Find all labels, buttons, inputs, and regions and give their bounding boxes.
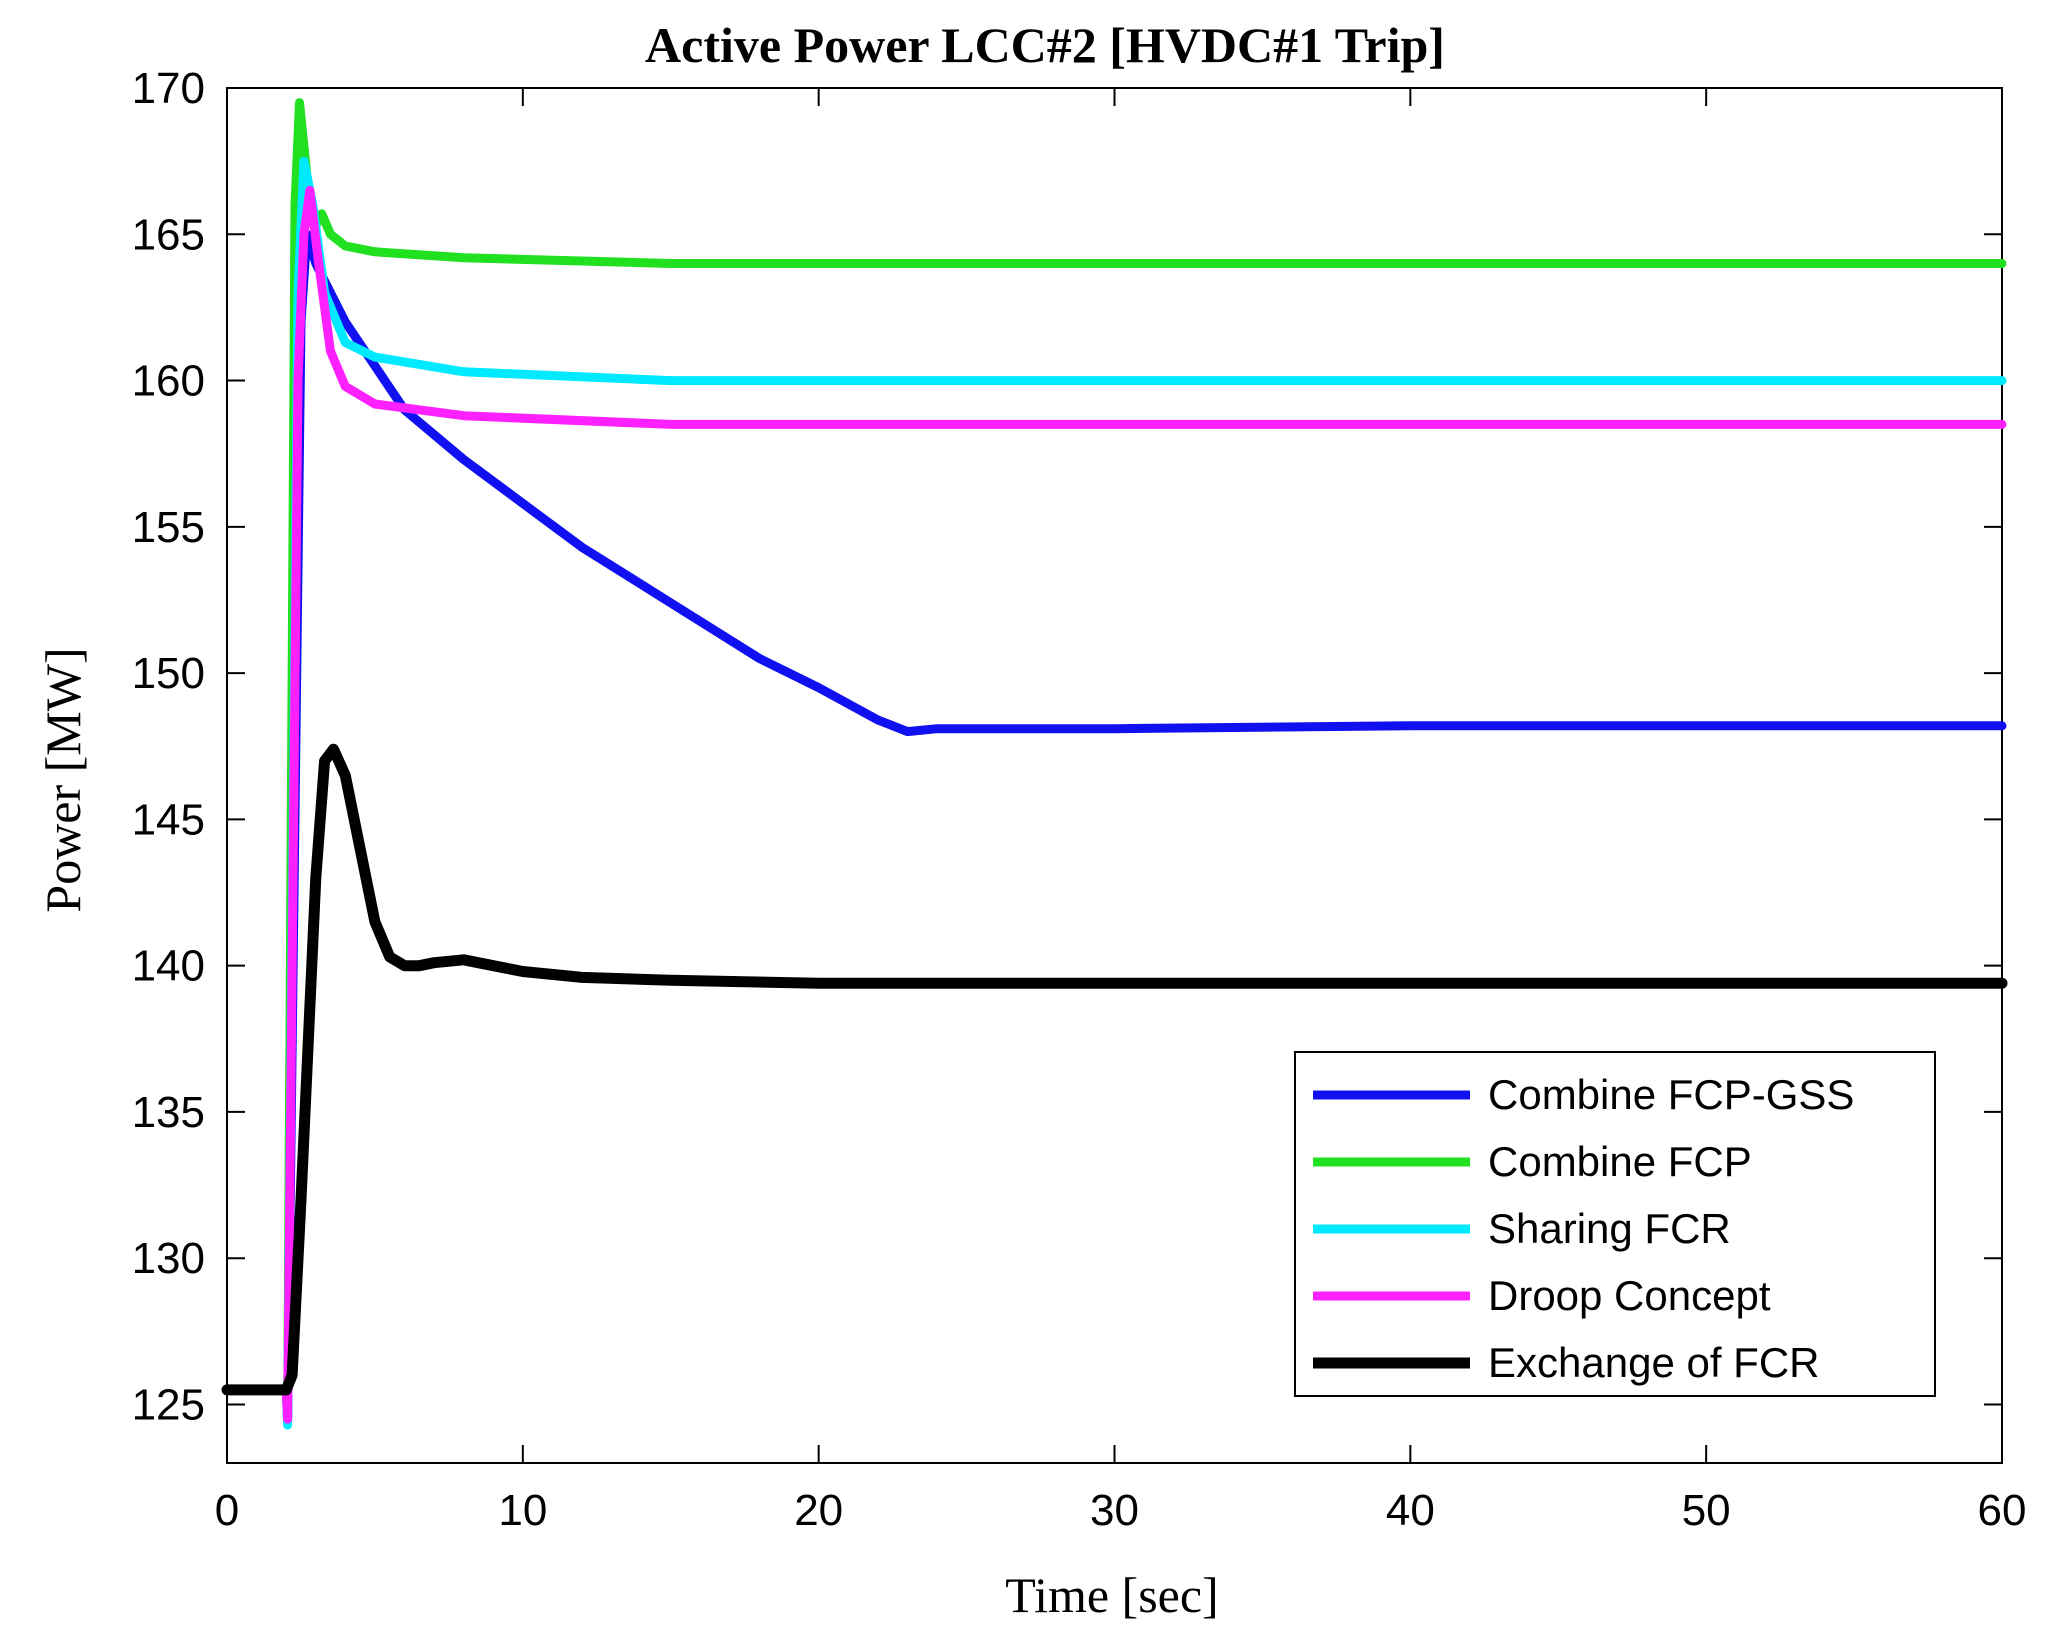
y-tick-label: 145 — [132, 795, 205, 844]
y-tick-label: 170 — [132, 64, 205, 113]
y-axis-label: Power [MW] — [35, 647, 91, 912]
x-tick-label: 30 — [1090, 1486, 1139, 1535]
x-tick-label: 10 — [498, 1486, 547, 1535]
x-tick-label: 40 — [1386, 1486, 1435, 1535]
legend: Combine FCP-GSS Combine FCP Sharing FCR Dro… — [1294, 1051, 1936, 1397]
legend-box — [1294, 1051, 1936, 1397]
x-tick-label: 50 — [1682, 1486, 1731, 1535]
legend-label-combine-fcp-gss: Combine FCP-GSS — [1488, 1071, 1854, 1118]
x-tick-label: 0 — [215, 1486, 239, 1535]
legend-label-sharing-fcr: Sharing FCR — [1488, 1205, 1731, 1252]
series-line-exchange-of-fcr — [221, 743, 2008, 1396]
y-tick-label: 165 — [132, 210, 205, 259]
series-lines — [221, 98, 2008, 1430]
legend-label-combine-fcp: Combine FCP — [1488, 1138, 1752, 1185]
y-tick-label: 150 — [132, 649, 205, 698]
x-tick-label: 60 — [1978, 1486, 2027, 1535]
axis-ticks: 0 10 20 30 40 50 60 125 130 135 140 145 150 155 160 165… — [132, 64, 2027, 1535]
y-tick-label: 130 — [132, 1234, 205, 1283]
y-tick-label: 135 — [132, 1088, 205, 1137]
x-tick-label: 20 — [794, 1486, 843, 1535]
y-tick-label: 140 — [132, 942, 205, 991]
chart-title: Active Power LCC#2 [HVDC#1 Trip] — [645, 17, 1445, 73]
y-tick-label: 160 — [132, 357, 205, 406]
y-tick-label: 125 — [132, 1380, 205, 1429]
legend-label-exchange-of-fcr: Exchange of FCR — [1488, 1339, 1820, 1386]
x-axis-label: Time [sec] — [1005, 1567, 1218, 1623]
legend-label-droop-concept: Droop Concept — [1488, 1272, 1771, 1319]
y-tick-label: 155 — [132, 503, 205, 552]
series-line-droop-concept — [222, 185, 2007, 1424]
